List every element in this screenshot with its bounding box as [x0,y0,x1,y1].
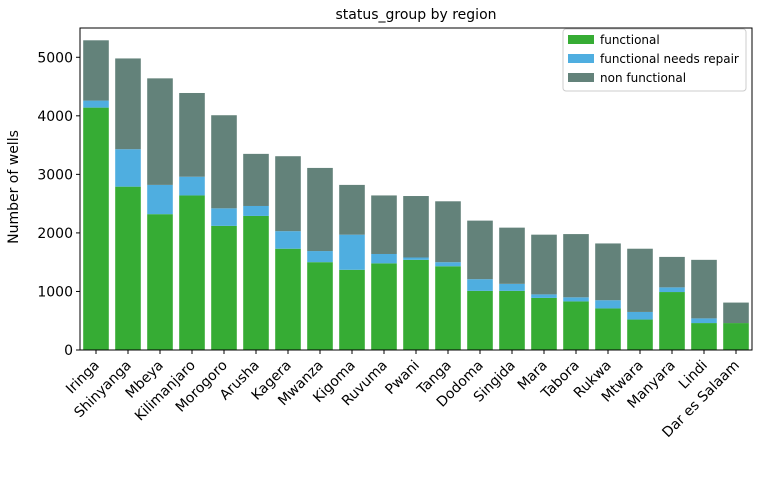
bar-arusha-non-functional [243,153,269,206]
bar-tabora-functional-needs-repair [563,297,589,302]
x-tick-label-pwani: Pwani [382,358,422,398]
bar-tabora-non-functional [563,234,589,298]
bar-tabora-functional [563,301,589,350]
bar-shinyanga-functional-needs-repair [115,149,141,187]
legend-label-functional-needs-repair: functional needs repair [600,52,739,66]
bar-dodoma-functional-needs-repair [467,279,493,291]
bar-tanga-functional [435,266,461,350]
y-tick-label: 2000 [37,226,73,242]
y-tick-label: 3000 [37,167,73,183]
bar-dar-es-salaam-functional [723,323,749,350]
bar-dar-es-salaam-non-functional [723,302,749,324]
bar-dodoma-functional [467,290,493,350]
bar-arusha-functional-needs-repair [243,205,269,216]
bar-mwanza-functional [307,262,333,350]
bar-mbeya-functional [147,214,173,350]
bar-iringa-functional [83,107,109,350]
bar-lindi-non-functional [691,259,717,319]
bar-shinyanga-non-functional [115,58,141,150]
bar-mwanza-non-functional [307,167,333,252]
bar-pwani-functional-needs-repair [403,257,429,260]
bar-pwani-non-functional [403,196,429,258]
bar-morogoro-functional [211,225,237,350]
bar-mara-functional-needs-repair [531,294,557,298]
bar-mbeya-non-functional [147,78,173,185]
bar-ruvuma-functional [371,263,397,350]
bar-singida-functional [499,290,525,350]
bar-mtwara-functional-needs-repair [627,311,653,320]
y-tick-label: 4000 [37,109,73,125]
bar-morogoro-functional-needs-repair [211,208,237,226]
legend-label-functional: functional [600,33,660,47]
legend-swatch-functional [568,35,594,44]
bar-lindi-functional [691,323,717,350]
legend-swatch-functional-needs-repair [568,54,594,63]
bar-mara-non-functional [531,234,557,295]
y-tick-label: 0 [64,343,73,359]
bar-rukwa-functional-needs-repair [595,300,621,309]
bar-iringa-functional-needs-repair [83,100,109,108]
bar-kigoma-functional-needs-repair [339,234,365,270]
bar-arusha-functional [243,215,269,350]
bar-singida-functional-needs-repair [499,283,525,291]
chart-title: status_group by region [335,7,496,23]
y-tick-label: 5000 [37,50,73,66]
bar-kilimanjaro-functional-needs-repair [179,176,205,196]
bar-mbeya-functional-needs-repair [147,184,173,215]
bar-kilimanjaro-functional [179,195,205,350]
x-axis: IringaShinyangaMbeyaKilimanjaroMorogoroA… [63,350,743,441]
y-axis: 0 1000 2000 3000 4000 5000 [37,50,80,359]
bar-tanga-non-functional [435,201,461,263]
bar-ruvuma-functional-needs-repair [371,253,397,264]
bar-morogoro-non-functional [211,115,237,209]
bar-kagera-functional [275,248,301,350]
bar-kigoma-functional [339,269,365,350]
bar-kagera-non-functional [275,156,301,232]
legend-box [562,28,747,92]
legend: functional functional needs repair non fun… [562,28,747,92]
bar-iringa-non-functional [83,40,109,101]
bar-tanga-functional-needs-repair [435,262,461,267]
bar-dodoma-non-functional [467,220,493,280]
bar-manyara-functional-needs-repair [659,287,685,293]
y-axis-label: Number of wells [6,130,22,244]
legend-swatch-non-functional [568,73,594,82]
bar-pwani-functional [403,259,429,350]
bar-manyara-non-functional [659,256,685,288]
bar-mwanza-functional-needs-repair [307,251,333,263]
bar-shinyanga-functional [115,186,141,350]
bar-manyara-functional [659,292,685,350]
bar-mtwara-non-functional [627,248,653,312]
bar-kilimanjaro-non-functional [179,92,205,177]
plot-frame [79,27,753,351]
bar-mtwara-functional [627,319,653,350]
bar-singida-non-functional [499,227,525,284]
y-tick-label: 1000 [37,284,73,300]
bar-rukwa-functional [595,308,621,350]
bar-rukwa-non-functional [595,243,621,301]
bar-kigoma-non-functional [339,184,365,235]
legend-label-non-functional: non functional [600,71,686,85]
bar-mara-functional [531,297,557,350]
bars-group [83,40,749,350]
bar-ruvuma-non-functional [371,195,397,254]
bar-kagera-functional-needs-repair [275,231,301,249]
bar-lindi-functional-needs-repair [691,318,717,324]
